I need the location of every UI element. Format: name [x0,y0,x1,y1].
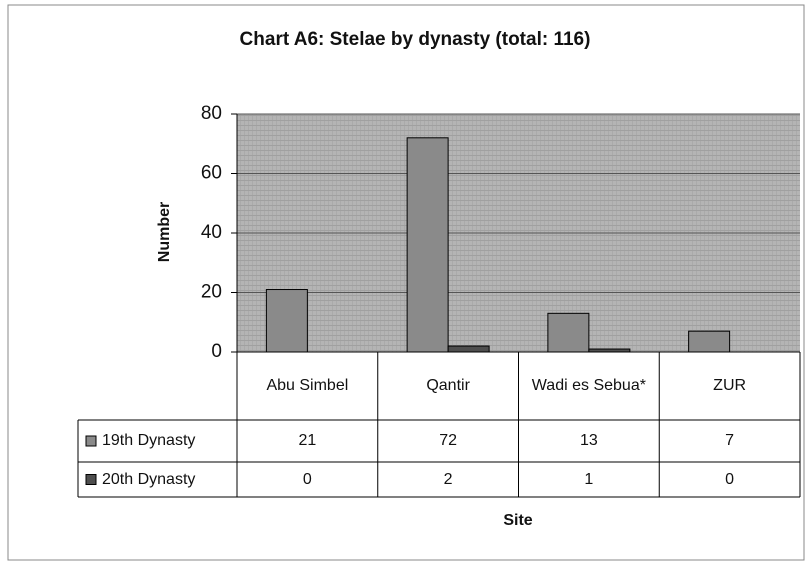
table-value: 7 [725,432,735,449]
bar [265,289,308,353]
y-tick-label: 0 [211,341,222,362]
category-label: ZUR [713,377,747,394]
y-tick-label: 40 [201,222,222,243]
bar [688,330,731,353]
legend-key [85,474,97,485]
y-tick-label: 20 [201,282,222,303]
y-tick-label: 60 [201,163,222,184]
table-value: 72 [439,432,458,449]
table-value: 2 [443,470,453,488]
legend-label: 20th Dynasty [102,470,196,488]
table-value: 0 [302,470,312,488]
chart-title: Chart A6: Stelae by dynasty (total: 116) [240,29,591,50]
table-value: 21 [298,432,317,449]
y-tick-label: 80 [201,103,222,124]
y-axis-label: Number [156,202,173,262]
legend-label: 19th Dynasty [102,432,196,449]
legend-key [85,435,97,447]
category-label: Wadi es Sebua* [531,377,646,394]
table-value: 0 [725,470,735,488]
table-value: 13 [579,432,598,449]
category-label: Qantir [426,377,470,394]
category-label: Abu Simbel [266,377,349,394]
bar [406,137,449,353]
table-value: 1 [584,470,594,488]
x-axis-label: Site [503,512,532,529]
bar [547,312,590,353]
